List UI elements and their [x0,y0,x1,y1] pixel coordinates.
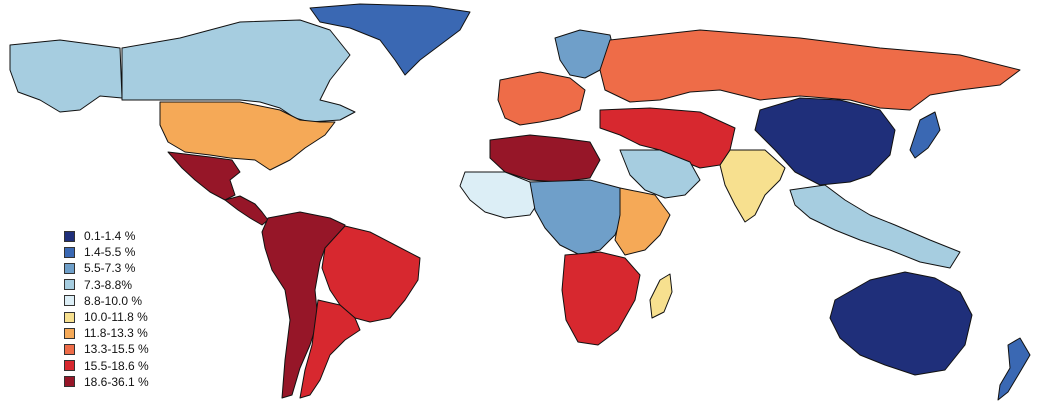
legend-swatch [64,295,75,307]
region-united-states[interactable] [159,101,336,171]
legend-item: 13.3-15.5 % [64,341,149,357]
legend-label: 8.8-10.0 % [84,293,143,308]
legend-item: 1.4-5.5 % [64,244,149,260]
region-east-africa[interactable] [614,187,671,256]
legend-item: 18.6-36.1 % [64,374,149,390]
region-southeast-asia[interactable] [789,184,961,269]
legend-item: 11.8-13.3 % [64,325,149,341]
legend-item: 7.3-8.8% [64,277,149,293]
legend-label: 13.3-15.5 % [84,342,149,357]
legend-item: 0.1-1.4 % [64,228,149,244]
region-western-europe[interactable] [497,71,586,126]
region-japan[interactable] [909,111,941,159]
legend-label: 1.4-5.5 % [84,245,136,260]
legend-label: 7.3-8.8% [84,277,133,292]
legend-label: 0.1-1.4 % [84,229,136,244]
legend-swatch [64,230,75,242]
region-china[interactable] [754,97,896,186]
region-north-africa-west[interactable] [489,134,601,183]
region-greenland[interactable] [309,3,471,76]
region-mexico[interactable] [167,151,241,201]
region-southern-africa[interactable] [561,251,641,346]
region-australia[interactable] [829,271,973,376]
region-new-zealand[interactable] [997,337,1031,401]
legend-swatch [64,246,75,258]
region-alaska[interactable] [9,39,123,113]
region-madagascar[interactable] [649,273,673,319]
legend-label: 18.6-36.1 % [84,374,149,389]
legend-swatch [64,343,75,355]
legend-label: 5.5-7.3 % [84,261,136,276]
legend-label: 10.0-11.8 % [84,310,148,325]
legend-swatch [64,327,75,339]
legend-swatch [64,262,75,274]
legend-item: 15.5-18.6 % [64,358,149,374]
region-canada[interactable] [121,19,356,123]
region-arabian-peninsula[interactable] [619,149,701,199]
legend-label: 11.8-13.3 % [84,326,148,341]
region-central-america[interactable] [224,195,269,226]
legend-swatch [64,376,75,388]
legend-swatch [64,311,75,323]
region-south-america-south[interactable] [299,299,361,399]
region-brazil[interactable] [321,225,421,323]
legend-label: 15.5-18.6 % [84,358,149,373]
region-middle-east[interactable] [599,107,736,169]
legend-item: 8.8-10.0 % [64,293,149,309]
legend-swatch [64,360,75,372]
region-central-africa[interactable] [529,179,626,256]
region-russia[interactable] [599,29,1021,111]
region-india[interactable] [719,149,786,223]
region-west-africa[interactable] [459,171,541,219]
map-regions [9,3,1031,401]
legend-swatch [64,279,75,291]
legend-item: 10.0-11.8 % [64,309,149,325]
legend-item: 5.5-7.3 % [64,260,149,276]
map-legend: 0.1-1.4 % 1.4-5.5 % 5.5-7.3 % 7.3-8.8% 8… [64,228,149,390]
